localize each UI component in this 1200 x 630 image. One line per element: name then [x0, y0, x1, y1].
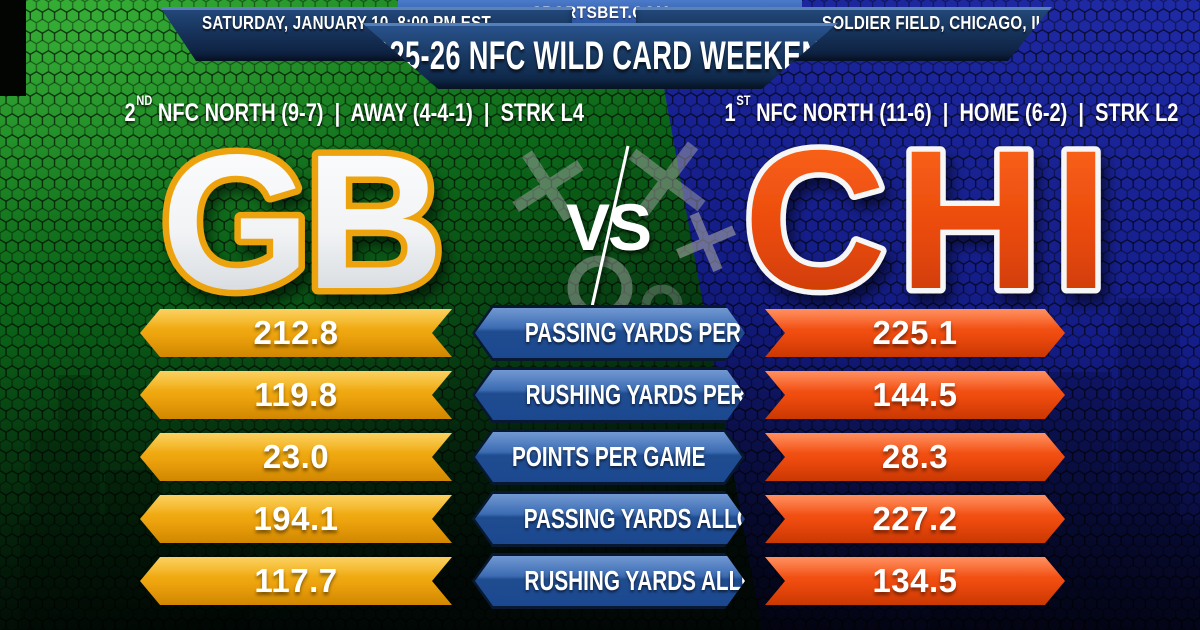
home-record-line: NFC NORTH (11-6) | HOME (6-2) | STRK L2	[756, 99, 1179, 127]
stat-label-hex: PASSING YARDS ALLOWED	[472, 491, 745, 547]
home-stat-bar: 227.2	[765, 495, 1065, 543]
away-stat-bar: 194.1	[140, 495, 452, 543]
home-stat-value: 225.1	[872, 314, 958, 351]
stat-label-hex: RUSHING YARDS PER GAME	[472, 367, 745, 423]
away-seed: 2	[124, 99, 136, 127]
home-stat-value: 134.5	[872, 562, 958, 599]
home-stat-bar: 28.3	[765, 433, 1065, 481]
stat-label-hex: RUSHING YARDS ALLOWED	[472, 553, 745, 609]
event-title: 2025-26 NFC WILD CARD WEEKEND	[358, 33, 842, 78]
home-stat-value: 28.3	[881, 438, 949, 475]
home-seed-suffix: ST	[736, 92, 751, 108]
home-seed: 1	[724, 99, 736, 127]
event-title-banner: 2025-26 NFC WILD CARD WEEKEND	[362, 23, 838, 89]
away-seed-suffix: ND	[136, 92, 153, 108]
away-stat-value: 119.8	[254, 376, 338, 413]
away-stat-bar: 212.8	[140, 309, 452, 357]
away-stat-value: 23.0	[262, 438, 330, 475]
home-stat-bar: 134.5	[765, 557, 1065, 605]
away-stat-bar: 117.7	[140, 557, 452, 605]
away-stat-bar: 119.8	[140, 371, 452, 419]
game-venue: SOLDIER FIELD, CHICAGO, IL	[822, 13, 1046, 33]
home-stat-value: 227.2	[872, 500, 958, 537]
stat-row-passing-yards: 212.8 PASSING YARDS PER GAME 225.1	[140, 309, 1065, 357]
stat-row-points: 23.0 POINTS PER GAME 28.3	[140, 433, 1065, 481]
stat-row-rushing-allowed: 117.7 RUSHING YARDS ALLOWED 134.5	[140, 557, 1065, 605]
photo-edge-sliver	[0, 0, 26, 96]
away-record-line: NFC NORTH (9-7) | AWAY (4-4-1) | STRK L4	[157, 99, 584, 127]
stat-label: RUSHING YARDS PER GAME	[525, 379, 814, 410]
stats-table: 212.8 PASSING YARDS PER GAME 225.1 119.8…	[140, 309, 1065, 619]
stat-label: PASSING YARDS ALLOWED	[523, 503, 802, 534]
stat-label: POINTS PER GAME	[511, 441, 706, 472]
stat-label-hex: POINTS PER GAME	[472, 429, 745, 485]
away-stat-value: 117.7	[254, 562, 338, 599]
stat-label: RUSHING YARDS ALLOWED	[524, 565, 806, 596]
home-stat-bar: 144.5	[765, 371, 1065, 419]
home-stat-bar: 225.1	[765, 309, 1065, 357]
away-stat-value: 194.1	[253, 500, 339, 537]
home-stat-value: 144.5	[872, 376, 958, 413]
away-stat-bar: 23.0	[140, 433, 452, 481]
stat-label-hex: PASSING YARDS PER GAME	[472, 305, 745, 361]
stat-row-rushing-yards: 119.8 RUSHING YARDS PER GAME 144.5	[140, 371, 1065, 419]
stat-row-passing-allowed: 194.1 PASSING YARDS ALLOWED 227.2	[140, 495, 1065, 543]
home-team-record: 1ST NFC NORTH (11-6) | HOME (6-2) | STRK …	[724, 93, 1179, 128]
stat-label: PASSING YARDS PER GAME	[524, 317, 809, 348]
away-team-record: 2ND NFC NORTH (9-7) | AWAY (4-4-1) | STRK…	[124, 93, 584, 128]
away-stat-value: 212.8	[253, 314, 339, 351]
